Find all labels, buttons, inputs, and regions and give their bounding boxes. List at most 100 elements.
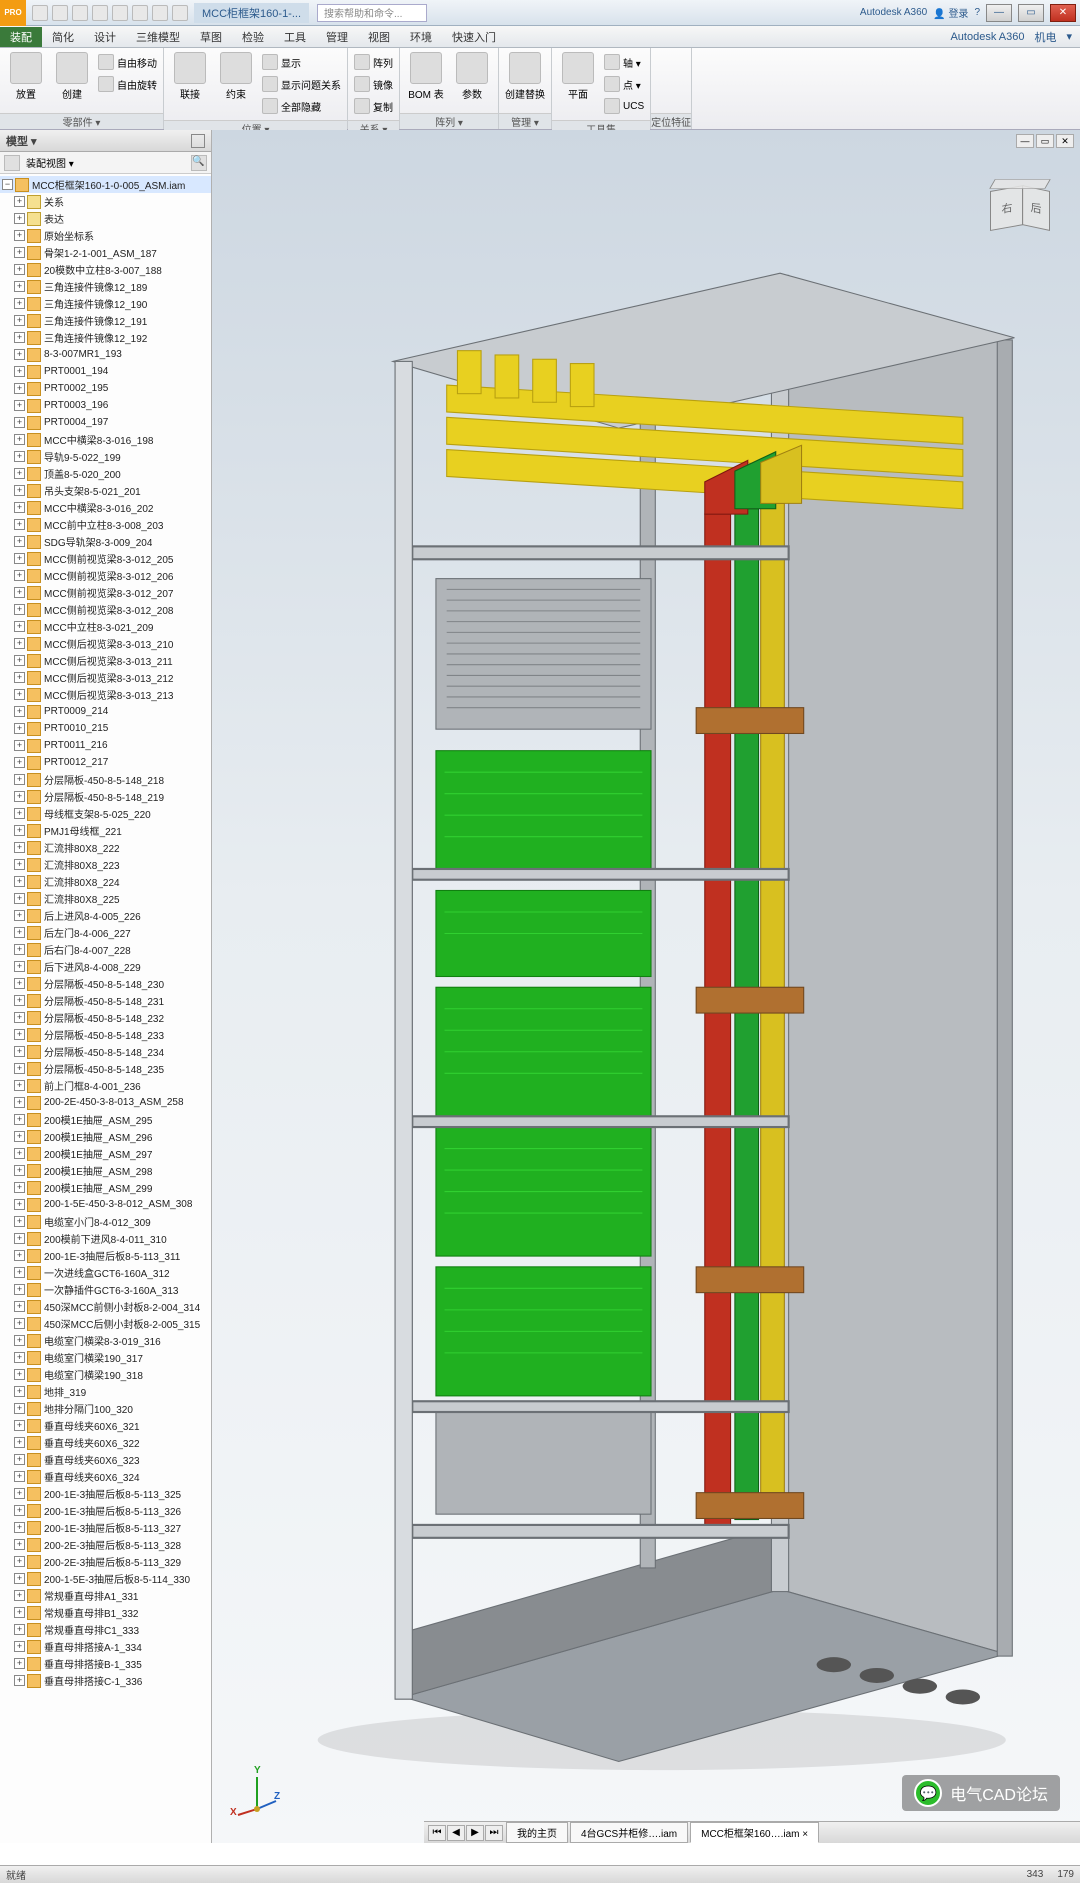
menu-dropdown-icon[interactable]: ▾ (1066, 30, 1072, 43)
tree-item[interactable]: +200模1E抽屉_ASM_298 (0, 1162, 211, 1179)
tree-root[interactable]: −MCC柜框架160-1-0-005_ASM.iam (0, 176, 211, 193)
tree-item[interactable]: +后左门8-4-006_227 (0, 924, 211, 941)
tree-item[interactable]: +垂直母线夹60X6_321 (0, 1417, 211, 1434)
tree-item[interactable]: +SDG导轨架8-3-009_204 (0, 533, 211, 550)
tree-item[interactable]: +200-2E-3抽屉后板8-5-113_328 (0, 1536, 211, 1553)
ribbon-button-sm[interactable]: 全部隐藏 (262, 96, 341, 116)
tree-item[interactable]: +MCC中横梁8-3-016_202 (0, 499, 211, 516)
app-icon[interactable]: PRO (0, 0, 26, 26)
tree-item[interactable]: +200-1E-3抽屉后板8-5-113_327 (0, 1519, 211, 1536)
tree-item[interactable]: +20模数中立柱8-3-007_188 (0, 261, 211, 278)
ribbon-button[interactable]: 联接 (170, 52, 210, 101)
login-link[interactable]: 👤 登录 (933, 5, 968, 20)
tree-item[interactable]: +PRT0009_214 (0, 703, 211, 720)
tree-item[interactable]: +分层隔板-450-8-5-148_231 (0, 992, 211, 1009)
tree-item[interactable]: +汇流排80X8_222 (0, 839, 211, 856)
tree-item[interactable]: +200-1E-3抽屉后板8-5-113_326 (0, 1502, 211, 1519)
tree-item[interactable]: +顶盖8-5-020_200 (0, 465, 211, 482)
tree-item[interactable]: +母线框支架8-5-025_220 (0, 805, 211, 822)
menu-item[interactable]: 简化 (42, 29, 84, 45)
tree-item[interactable]: +一次静插件GCT6-3-160A_313 (0, 1281, 211, 1298)
qat-btn[interactable] (72, 5, 88, 21)
vp-close[interactable]: ✕ (1056, 134, 1074, 148)
ribbon-button-sm[interactable]: 镜像 (354, 74, 393, 94)
qat-btn[interactable] (172, 5, 188, 21)
tree-item[interactable]: +PRT0004_197 (0, 414, 211, 431)
find-icon[interactable]: 🔍 (191, 155, 207, 171)
tree-item[interactable]: +450深MCC后侧小封板8-2-005_315 (0, 1315, 211, 1332)
tree-item[interactable]: +PRT0011_216 (0, 737, 211, 754)
ribbon-button-sm[interactable]: 复制 (354, 96, 393, 116)
tree-item[interactable]: +200-2E-450-3-8-013_ASM_258 (0, 1094, 211, 1111)
tree-item[interactable]: +电缆室门横梁190_317 (0, 1349, 211, 1366)
tree-item[interactable]: +MCC侧前视览梁8-3-012_208 (0, 601, 211, 618)
tree-item[interactable]: +后上进风8-4-005_226 (0, 907, 211, 924)
tree-item[interactable]: +后右门8-4-007_228 (0, 941, 211, 958)
ribbon-button[interactable]: 平面 (558, 52, 598, 101)
minimize-button[interactable]: — (986, 4, 1012, 22)
tree-item[interactable]: +PRT0001_194 (0, 363, 211, 380)
tree-item[interactable]: +MCC侧前视览梁8-3-012_205 (0, 550, 211, 567)
ribbon-button-sm[interactable]: 点 ▾ (604, 74, 644, 94)
model-tree[interactable]: −MCC柜框架160-1-0-005_ASM.iam+关系+表达+原始坐标系+骨… (0, 174, 211, 1843)
menu-item[interactable]: 环境 (400, 29, 442, 45)
tree-item[interactable]: +汇流排80X8_225 (0, 890, 211, 907)
tree-item[interactable]: +垂直母线夹60X6_323 (0, 1451, 211, 1468)
ribbon-button-sm[interactable]: 显示 (262, 52, 341, 72)
pin-icon[interactable] (191, 134, 205, 148)
tree-item[interactable]: +PMJ1母线框_221 (0, 822, 211, 839)
tree-item[interactable]: +垂直母排搭接B-1_335 (0, 1655, 211, 1672)
tree-item[interactable]: +分层隔板-450-8-5-148_234 (0, 1043, 211, 1060)
tab-nav[interactable]: ⏮ (428, 1825, 446, 1841)
tree-item[interactable]: +汇流排80X8_223 (0, 856, 211, 873)
browser-header[interactable]: 模型 ▾ (0, 130, 211, 152)
tree-item[interactable]: +电缆室门横梁8-3-019_316 (0, 1332, 211, 1349)
document-tab[interactable]: MCC柜框架160-1-... (194, 3, 309, 23)
tree-item[interactable]: +PRT0003_196 (0, 397, 211, 414)
tree-item[interactable]: +前上门框8-4-001_236 (0, 1077, 211, 1094)
tree-item[interactable]: +地排分隔门100_320 (0, 1400, 211, 1417)
ribbon-button[interactable]: BOM 表 (406, 52, 446, 101)
document-tab[interactable]: 4台GCS并柜修….iam (570, 1822, 688, 1843)
tree-item[interactable]: +骨架1-2-1-001_ASM_187 (0, 244, 211, 261)
ribbon-button-sm[interactable]: 显示问题关系 (262, 74, 341, 94)
maximize-button[interactable]: ▭ (1018, 4, 1044, 22)
tree-item[interactable]: +三角连接件镜像12_189 (0, 278, 211, 295)
menu-item[interactable]: 视图 (358, 29, 400, 45)
tree-item[interactable]: +200模1E抽屉_ASM_299 (0, 1179, 211, 1196)
tab-nav[interactable]: ⏭ (485, 1825, 503, 1841)
tree-item[interactable]: +200模前下进风8-4-011_310 (0, 1230, 211, 1247)
document-tab[interactable]: MCC柜框架160….iam × (690, 1822, 819, 1843)
tree-item[interactable]: +吊头支架8-5-021_201 (0, 482, 211, 499)
a360-link[interactable]: Autodesk A360 (860, 7, 927, 18)
ribbon-button[interactable]: 参数 (452, 52, 492, 101)
qat-btn[interactable] (32, 5, 48, 21)
menu-a360[interactable]: Autodesk A360 (950, 31, 1024, 43)
ribbon-button[interactable]: 创建替换 (505, 52, 545, 101)
ribbon-button[interactable]: 创建 (52, 52, 92, 101)
qat-btn[interactable] (92, 5, 108, 21)
menu-item[interactable]: 检验 (232, 29, 274, 45)
qat-btn[interactable] (152, 5, 168, 21)
tree-item[interactable]: +PRT0010_215 (0, 720, 211, 737)
tree-item[interactable]: +分层隔板-450-8-5-148_235 (0, 1060, 211, 1077)
tree-item[interactable]: +地排_319 (0, 1383, 211, 1400)
tree-item[interactable]: +三角连接件镜像12_192 (0, 329, 211, 346)
tree-item[interactable]: +MCC侧后视览梁8-3-013_213 (0, 686, 211, 703)
tree-item[interactable]: +450深MCC前侧小封板8-2-004_314 (0, 1298, 211, 1315)
tree-item[interactable]: +电缆室门横梁190_318 (0, 1366, 211, 1383)
tree-item[interactable]: +常规垂直母排A1_331 (0, 1587, 211, 1604)
tree-item[interactable]: +原始坐标系 (0, 227, 211, 244)
qat-btn[interactable] (132, 5, 148, 21)
tree-item[interactable]: +表达 (0, 210, 211, 227)
tree-item[interactable]: +MCC前中立柱8-3-008_203 (0, 516, 211, 533)
ribbon-button-sm[interactable]: 阵列 (354, 52, 393, 72)
tree-item[interactable]: +MCC侧后视览梁8-3-013_211 (0, 652, 211, 669)
tree-item[interactable]: +200-1-5E-450-3-8-012_ASM_308 (0, 1196, 211, 1213)
tree-item[interactable]: +导轨9-5-022_199 (0, 448, 211, 465)
tree-item[interactable]: +PRT0012_217 (0, 754, 211, 771)
tree-item[interactable]: +MCC中立柱8-3-021_209 (0, 618, 211, 635)
tree-item[interactable]: +8-3-007MR1_193 (0, 346, 211, 363)
document-tab[interactable]: 我的主页 (506, 1822, 568, 1843)
tree-item[interactable]: +关系 (0, 193, 211, 210)
